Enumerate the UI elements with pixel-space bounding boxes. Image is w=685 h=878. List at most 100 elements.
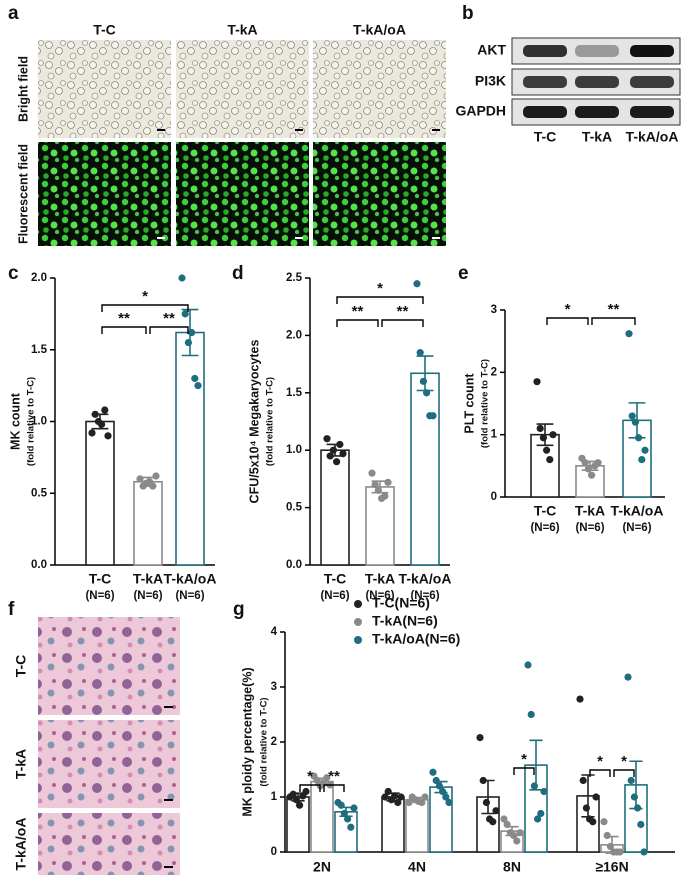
data-point bbox=[329, 446, 337, 454]
error-bar bbox=[529, 739, 543, 791]
data-point bbox=[641, 446, 649, 454]
sample-size: (N=6) bbox=[85, 590, 114, 602]
micrograph bbox=[38, 142, 171, 246]
row-label: T-C bbox=[13, 655, 29, 678]
data-point bbox=[384, 478, 392, 486]
data-point bbox=[534, 815, 542, 823]
x-tick-label: 2N bbox=[313, 859, 331, 875]
x-tick-label: T-C bbox=[89, 571, 112, 587]
data-point bbox=[492, 807, 500, 815]
y-tick-label: 2 bbox=[491, 366, 497, 378]
significance-bracket bbox=[299, 784, 321, 792]
significance-bracket bbox=[591, 317, 636, 325]
error-bar bbox=[91, 413, 109, 430]
bar bbox=[320, 449, 350, 566]
panel-label: a bbox=[8, 3, 19, 24]
bar bbox=[85, 420, 115, 566]
data-point bbox=[350, 804, 358, 812]
data-point bbox=[592, 793, 600, 801]
row-label: Fluorescent field bbox=[16, 144, 30, 244]
significance-bracket bbox=[101, 304, 189, 312]
row-label: T-kA/oA bbox=[13, 818, 29, 871]
y-axis-label: MK ploidy percentage(%) bbox=[240, 667, 254, 816]
panel-label: c bbox=[8, 263, 19, 284]
data-point bbox=[384, 787, 392, 796]
bar bbox=[381, 796, 405, 853]
data-point bbox=[188, 328, 196, 337]
data-point bbox=[536, 424, 544, 433]
data-point bbox=[600, 818, 608, 826]
y-tick-label: 2 bbox=[271, 736, 277, 748]
data-point bbox=[537, 809, 545, 818]
error-bar bbox=[326, 443, 344, 457]
data-point bbox=[482, 798, 490, 807]
y-tick-label: 3 bbox=[271, 681, 277, 693]
data-point bbox=[630, 793, 639, 801]
x-tick-label: T-kA/oA bbox=[399, 571, 452, 587]
blot-band bbox=[575, 76, 619, 88]
sample-size: (N=6) bbox=[133, 590, 162, 602]
data-point bbox=[429, 412, 437, 420]
data-point bbox=[184, 338, 192, 347]
significance-bracket bbox=[336, 296, 424, 304]
data-point bbox=[421, 793, 429, 801]
error-bar bbox=[581, 460, 599, 471]
x-tick-label: 4N bbox=[408, 859, 426, 875]
bar bbox=[310, 780, 334, 853]
x-tick-label: T-C bbox=[534, 503, 557, 519]
significance-bracket bbox=[613, 769, 635, 777]
data-point bbox=[500, 815, 508, 823]
y-axis-label: MK count bbox=[8, 392, 22, 450]
data-point bbox=[429, 768, 437, 776]
data-point bbox=[527, 710, 535, 719]
error-bar bbox=[481, 779, 495, 815]
data-point bbox=[101, 406, 109, 414]
data-point bbox=[616, 848, 624, 856]
data-point bbox=[419, 377, 427, 385]
data-point bbox=[98, 420, 106, 428]
data-point bbox=[638, 456, 646, 464]
data-point bbox=[445, 798, 453, 807]
blot-band bbox=[630, 106, 674, 118]
micrograph bbox=[313, 40, 446, 138]
error-bar bbox=[581, 774, 595, 818]
data-point bbox=[549, 431, 557, 439]
data-point bbox=[539, 434, 548, 442]
sample-size: (N=6) bbox=[530, 522, 559, 534]
column-header: T-kA/oA bbox=[353, 22, 406, 38]
significance-label: ** bbox=[163, 310, 175, 327]
protein-label: PI3K bbox=[475, 73, 506, 89]
significance-label: ** bbox=[118, 310, 130, 327]
column-header: T-C bbox=[93, 22, 116, 38]
data-point bbox=[637, 820, 645, 829]
data-point bbox=[594, 459, 602, 467]
error-bar bbox=[416, 355, 434, 392]
data-point bbox=[476, 734, 484, 742]
y-tick-label: 1.5 bbox=[286, 387, 303, 399]
data-point bbox=[323, 435, 331, 443]
data-point bbox=[603, 831, 611, 840]
data-point bbox=[625, 330, 633, 338]
significance-bracket bbox=[381, 319, 424, 327]
x-tick-label: T-kA/oA bbox=[164, 571, 217, 587]
error-bar bbox=[628, 402, 646, 439]
bar bbox=[405, 798, 429, 853]
data-point bbox=[627, 776, 635, 785]
row-label: Bright field bbox=[16, 56, 30, 122]
group-label: T-kA bbox=[582, 129, 612, 145]
protein-label: AKT bbox=[477, 42, 506, 58]
x-tick-label: T-C bbox=[324, 571, 347, 587]
data-point bbox=[576, 695, 584, 703]
data-point bbox=[181, 310, 189, 318]
y-tick-label: 0.0 bbox=[31, 559, 47, 571]
legend-label: T-kA/oA(N=6) bbox=[372, 631, 460, 647]
significance-label: ** bbox=[608, 301, 620, 318]
data-point bbox=[344, 815, 352, 823]
significance-bracket bbox=[513, 767, 535, 775]
micrograph bbox=[313, 142, 446, 246]
data-point bbox=[628, 412, 636, 420]
sample-size: (N=6) bbox=[622, 522, 651, 534]
micrograph bbox=[38, 720, 180, 808]
error-bar bbox=[629, 760, 643, 810]
